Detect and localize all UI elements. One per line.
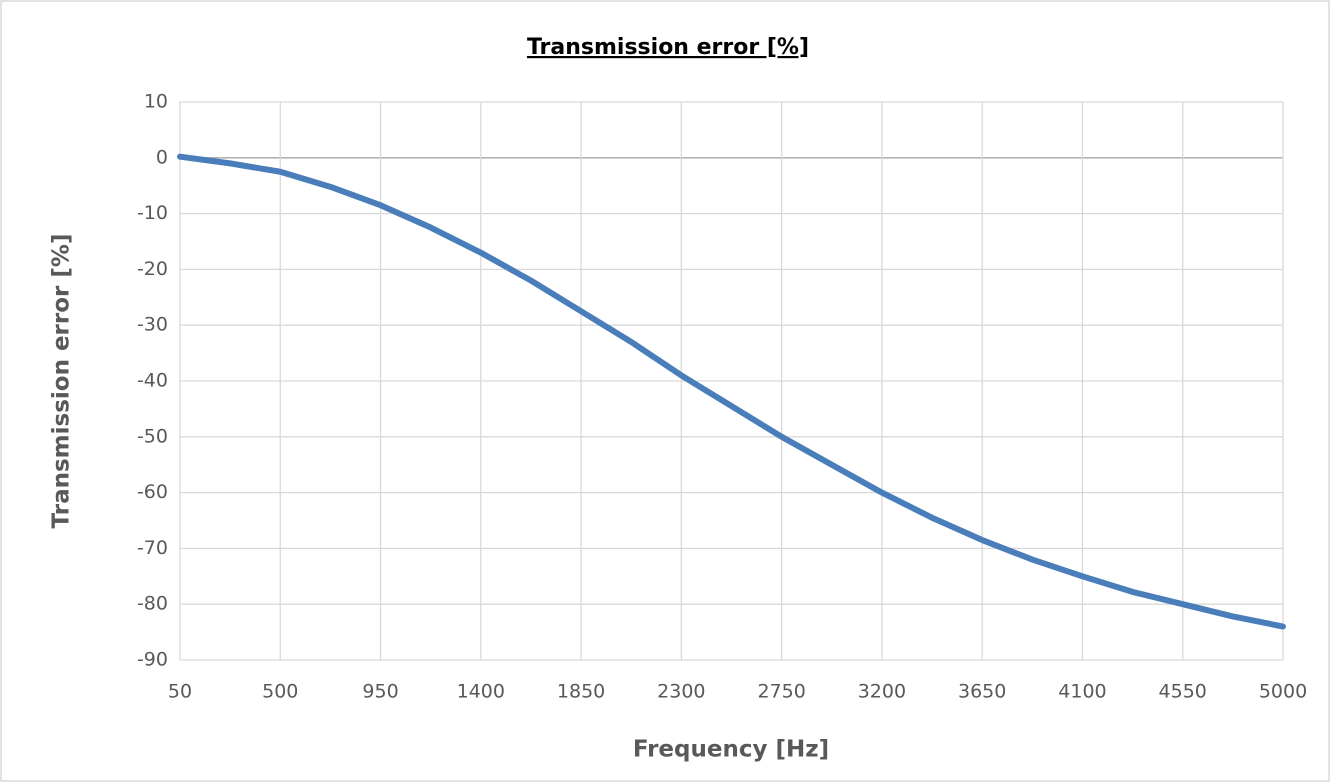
x-tick-label: 1400 — [457, 681, 505, 703]
x-tick-label: 2750 — [757, 681, 805, 703]
y-tick-label: 10 — [144, 91, 168, 113]
x-tick-label: 500 — [262, 681, 298, 703]
x-tick-label: 3200 — [858, 681, 906, 703]
y-axis-label: Transmission error [%] — [49, 234, 75, 529]
y-tick-label: -20 — [137, 258, 168, 280]
y-tick-label: -10 — [137, 202, 168, 224]
x-tick-label: 2300 — [657, 681, 705, 703]
x-axis-label: Frequency [Hz] — [633, 737, 829, 763]
x-tick-label: 5000 — [1259, 681, 1307, 703]
x-tick-label: 3650 — [958, 681, 1006, 703]
y-tick-label: 0 — [156, 146, 168, 168]
x-tick-label: 1850 — [557, 681, 605, 703]
y-tick-label: -60 — [137, 481, 168, 503]
y-tick-label: -90 — [137, 649, 168, 671]
x-tick-label: 4550 — [1159, 681, 1207, 703]
x-tick-label: 4100 — [1058, 681, 1106, 703]
y-tick-label: -70 — [137, 537, 168, 559]
chart-title: Transmission error [%] — [527, 35, 809, 60]
x-tick-label: 950 — [362, 681, 398, 703]
y-tick-label: -80 — [137, 593, 168, 615]
y-tick-label: -40 — [137, 370, 168, 392]
data-line — [177, 153, 1286, 630]
x-tick-label: 50 — [168, 681, 192, 703]
y-tick-label: -50 — [137, 425, 168, 447]
y-tick-label: -30 — [137, 314, 168, 336]
